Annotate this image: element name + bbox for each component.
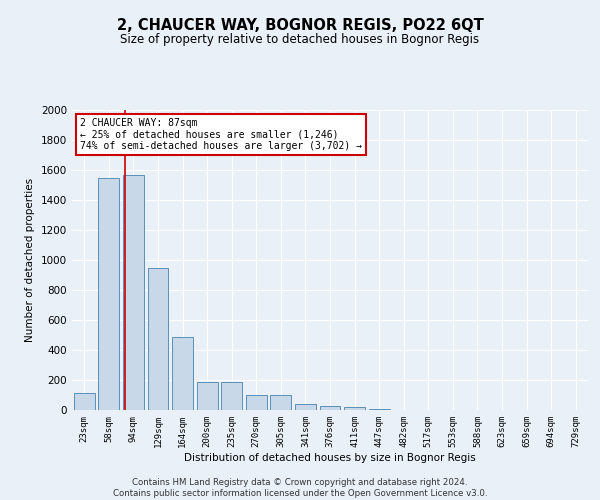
Text: 2, CHAUCER WAY, BOGNOR REGIS, PO22 6QT: 2, CHAUCER WAY, BOGNOR REGIS, PO22 6QT (116, 18, 484, 32)
Bar (123, 174, 144, 410)
Text: 2 CHAUCER WAY: 87sqm
← 25% of detached houses are smaller (1,246)
74% of semi-de: 2 CHAUCER WAY: 87sqm ← 25% of detached h… (80, 118, 362, 150)
Bar (295, 404, 316, 410)
Bar (98, 178, 119, 410)
Text: Contains HM Land Registry data © Crown copyright and database right 2024.
Contai: Contains HM Land Registry data © Crown c… (113, 478, 487, 498)
X-axis label: Distribution of detached houses by size in Bognor Regis: Distribution of detached houses by size … (184, 452, 476, 462)
Bar (368, 409, 389, 410)
Bar (246, 395, 267, 410)
Bar (74, 393, 95, 410)
Bar (148, 268, 169, 410)
Bar (320, 406, 340, 410)
Bar (197, 382, 218, 410)
Y-axis label: Number of detached properties: Number of detached properties (25, 178, 35, 342)
Bar (221, 382, 242, 410)
Text: Size of property relative to detached houses in Bognor Regis: Size of property relative to detached ho… (121, 32, 479, 46)
Bar (271, 395, 292, 410)
Bar (172, 336, 193, 410)
Bar (344, 408, 365, 410)
